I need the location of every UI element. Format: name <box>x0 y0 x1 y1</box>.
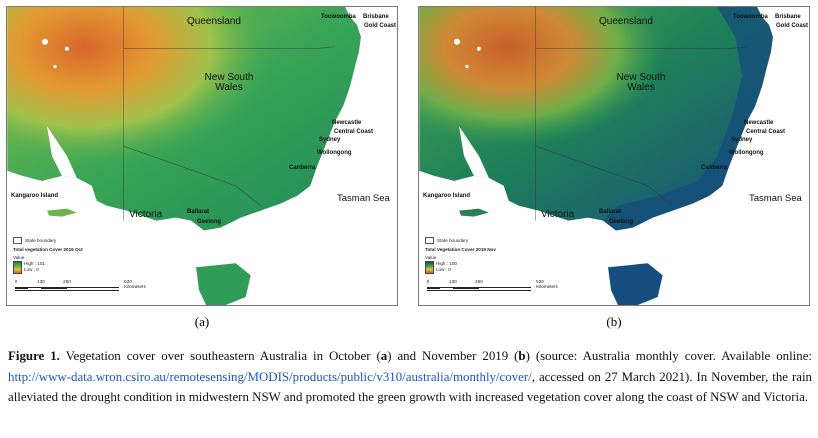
legend-title: Total vegetation Cover 2019 Oct <box>13 247 83 252</box>
label-toowoomba: Toowoomba <box>321 14 356 20</box>
label-queensland: Queensland <box>599 16 653 27</box>
label-toowoomba: Toowoomba <box>733 14 768 20</box>
scale-tick-260: 260 <box>63 279 71 284</box>
label-queensland: Queensland <box>187 16 241 27</box>
label-newcastle: Newcastle <box>332 120 362 126</box>
subcaption-a: (a) <box>194 314 210 329</box>
caption-text-3: ) (source: Australia monthly cover. Avai… <box>525 349 813 363</box>
label-sydney: Sydney <box>319 137 341 143</box>
kangaroo-island-land <box>47 208 77 217</box>
label-sydney: Sydney <box>731 137 753 143</box>
caption-b-ref: b <box>518 349 526 363</box>
vegetation-map-november <box>419 7 773 305</box>
state-boundary-swatch <box>13 237 22 244</box>
label-gold-coast: Gold Coast <box>364 23 397 29</box>
label-kangaroo-island: Kangaroo Island <box>11 193 59 199</box>
map-panel-b: Queensland New South Wales Victoria Tasm… <box>418 6 810 306</box>
legend-boundary-label: State boundary <box>437 238 469 243</box>
legend-title: Total Vegetation Cover 2019 Nov <box>425 247 496 252</box>
legend-value-label: Value <box>425 255 437 260</box>
map-legend: State boundary Total Vegetation Cover 20… <box>425 237 496 274</box>
label-wollongong: Wollongong <box>317 150 352 156</box>
scale-tick-130: 130 <box>37 279 45 284</box>
legend-value-label: Value <box>13 255 25 260</box>
label-new-south-wales: New South Wales <box>204 72 254 93</box>
scale-tick-520: 520 Kilometers <box>124 279 146 289</box>
scale-bar: 0 130 260 520 Kilometers <box>427 279 567 299</box>
state-boundary-lines <box>123 7 336 221</box>
figure-caption: Figure 1. Vegetation cover over southeas… <box>8 346 812 408</box>
scale-tick-130: 130 <box>449 279 457 284</box>
scale-tick-0: 0 <box>14 279 18 284</box>
scale-tick-260: 260 <box>475 279 483 284</box>
vegetation-map-october <box>7 7 361 305</box>
map-legend: State boundary Total vegetation Cover 20… <box>13 237 83 274</box>
label-newcastle: Newcastle <box>744 120 774 126</box>
scale-bar: 0 130 260 520 Kilometers <box>15 279 155 299</box>
legend-low-label: Low : 0 <box>436 267 451 272</box>
state-boundary-swatch <box>425 237 434 244</box>
legend-high-label: High : 101 <box>24 261 45 266</box>
legend-color-ramp <box>13 261 22 274</box>
label-central-coast: Central Coast <box>334 129 374 135</box>
label-brisbane: Brisbane <box>775 14 801 20</box>
caption-label: Figure 1. <box>8 349 60 363</box>
label-brisbane: Brisbane <box>363 14 389 20</box>
label-new-south-wales: New South Wales <box>616 72 666 93</box>
scale-tick-520: 520 Kilometers <box>536 279 558 289</box>
label-canberra: Canberra <box>289 165 316 171</box>
caption-a-ref: a <box>380 349 388 363</box>
scale-tick-0: 0 <box>426 279 430 284</box>
label-canberra: Canberra <box>701 165 728 171</box>
label-gold-coast: Gold Coast <box>776 23 809 29</box>
legend-boundary-label: State boundary <box>25 238 57 243</box>
caption-text-4: , accessed on 27 March 2021). In Novembe… <box>8 369 812 405</box>
label-geelong: Geelong <box>609 219 634 225</box>
label-central-coast: Central Coast <box>746 129 786 135</box>
label-ballarat: Ballarat <box>599 209 622 215</box>
label-tasman-sea: Tasman Sea <box>749 193 802 204</box>
label-wollongong: Wollongong <box>729 150 764 156</box>
legend-color-ramp <box>425 261 434 274</box>
label-victoria: Victoria <box>129 209 163 220</box>
caption-text-1: Vegetation cover over southeastern Austr… <box>59 349 381 363</box>
caption-source-link[interactable]: http://www-data.wron.csiro.au/remotesens… <box>8 369 532 384</box>
subcaption-b: (b) <box>606 314 622 329</box>
label-geelong: Geelong <box>197 219 222 225</box>
label-kangaroo-island: Kangaroo Island <box>423 193 471 199</box>
legend-low-label: Low : 0 <box>24 267 39 272</box>
label-tasman-sea: Tasman Sea <box>337 193 390 204</box>
legend-high-label: High : 100 <box>436 261 457 266</box>
map-panel-a: Queensland New South Wales Victoria Tasm… <box>6 6 398 306</box>
caption-text-2: ) and November 2019 ( <box>387 349 519 363</box>
label-victoria: Victoria <box>541 209 575 220</box>
tasmania-land <box>196 263 251 305</box>
label-ballarat: Ballarat <box>187 209 210 215</box>
